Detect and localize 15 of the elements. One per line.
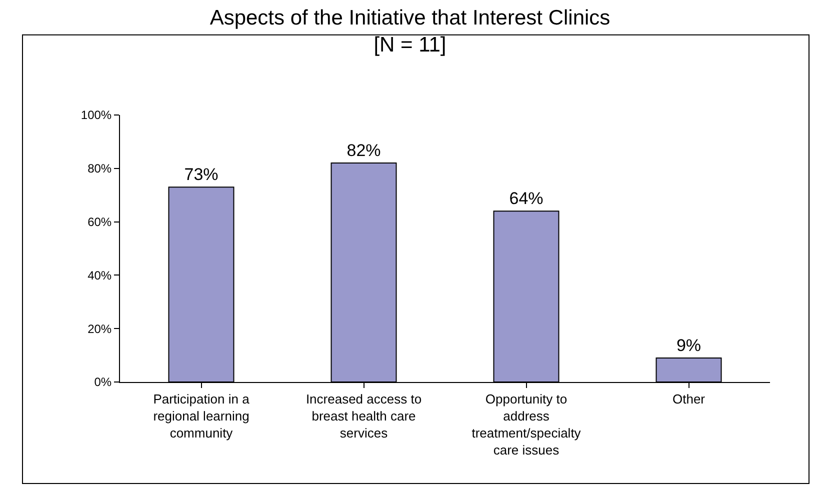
data-label: 9% (676, 336, 702, 355)
y-tick-label: 100% (80, 108, 112, 122)
y-tick-label: 60% (88, 215, 112, 229)
x-tick-label: Opportunity to address treatment/specialty care issues (472, 392, 582, 458)
y-tick-label: 40% (88, 268, 112, 282)
y-tick-label: 20% (88, 322, 112, 336)
x-tick-label: Increased access to breast health care services (306, 392, 422, 440)
data-label: 64% (509, 189, 544, 208)
x-tick-label: Participation in a regional learning community (153, 392, 250, 440)
x-tick-label: Other (672, 392, 706, 407)
chart-title: Aspects of the Initiative that Interest Clinics [N = 11] (210, 6, 610, 57)
data-label: 73% (184, 165, 218, 184)
y-tick-label: 0% (94, 375, 112, 390)
data-label: 82% (346, 141, 381, 160)
y-tick-label: 80% (88, 162, 112, 176)
